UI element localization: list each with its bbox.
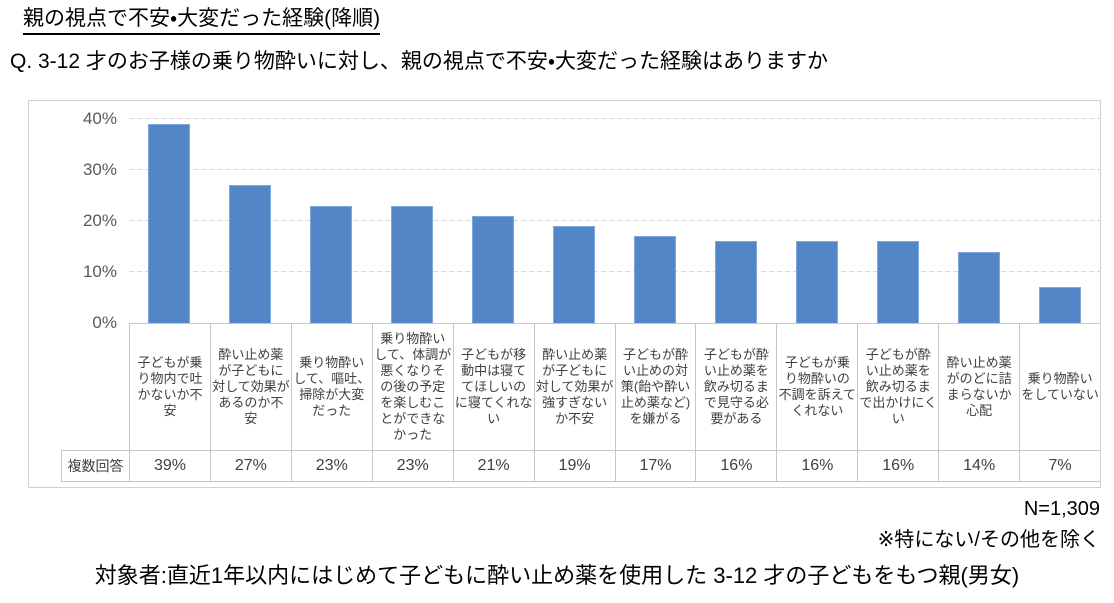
category-label: 酔い止め薬が子どもに対して効果があるのか不安 — [209, 324, 291, 450]
bar-column — [210, 119, 291, 323]
bar-column — [129, 119, 210, 323]
category-label: 子どもが酔い止め薬を飲み切るまで見守る必要がある — [695, 324, 776, 450]
value-row: 複数回答 39% 27% 23% 23% 21% 19% 17% 16% 16% 16% 14% 7% — [61, 450, 1100, 482]
y-axis-tick-label: 30% — [82, 160, 117, 179]
category-label: 子どもが移動中は寝ててほしいのに寝てくれない — [452, 324, 534, 450]
value-cell: 23% — [290, 451, 372, 481]
bar — [633, 236, 676, 323]
category-label: 乗り物酔いして、嘔吐、掃除が大変だった — [290, 324, 372, 450]
y-axis-tick-label: 0% — [92, 313, 117, 332]
y-axis-tick-label: 40% — [82, 109, 117, 128]
category-label: 子どもが酔い止めの対策(飴や酔い止め薬など)を嫌がる — [614, 324, 696, 450]
bar-column — [372, 119, 453, 323]
value-cell: 16% — [695, 451, 776, 481]
gridline — [129, 118, 1100, 119]
bar — [795, 241, 838, 323]
bar — [1038, 287, 1081, 323]
bar — [310, 205, 353, 323]
value-cell: 16% — [776, 451, 857, 481]
bar — [391, 205, 434, 323]
bar — [148, 124, 191, 323]
category-label: 乗り物酔いして、体調が悪くなりその後の予定を楽しむことができなかった — [371, 324, 453, 450]
multiple-answer-header: 複数回答 — [61, 451, 129, 481]
value-cell: 21% — [452, 451, 534, 481]
value-cell: 7% — [1019, 451, 1100, 481]
y-axis-tick-label: 20% — [82, 211, 117, 230]
bar-column — [534, 119, 615, 323]
footnote-block: N=1,309 ※特にない/その他を除く — [878, 494, 1100, 556]
category-label: 子どもが乗り物内で吐かないか不安 — [129, 324, 210, 450]
plot-area — [129, 119, 1100, 323]
bar — [957, 251, 1000, 323]
value-cell: 23% — [371, 451, 453, 481]
value-cell: 16% — [857, 451, 938, 481]
bar-column — [291, 119, 372, 323]
bar-chart: 0% 10% 20% 30% 40% 子どもが乗り物内で吐かないか不安 酔い止め薬が子ども… — [28, 100, 1101, 488]
value-cell: 27% — [209, 451, 291, 481]
survey-question: Q. 3-12 才のお子様の乗り物酔いに対し、親の視点で不安・大変だった経験はあ… — [10, 50, 829, 73]
bar — [876, 241, 919, 323]
category-label: 子どもが酔い止め薬を飲み切るまで出かけにくい — [857, 324, 938, 450]
value-cell: 14% — [938, 451, 1019, 481]
gridline — [129, 220, 1100, 221]
bar-column — [938, 119, 1019, 323]
bar-column — [453, 119, 534, 323]
bar-column — [776, 119, 857, 323]
bar-column — [695, 119, 776, 323]
target-note: 対象者:直近1年以内にはじめて子どもに酔い止め薬を使用した 3-12 才の子ども… — [94, 563, 1020, 588]
category-label: 酔い止め薬がのどに詰まらないか心配 — [938, 324, 1019, 450]
bar — [553, 226, 596, 323]
value-cell: 17% — [614, 451, 696, 481]
category-label: 酔い止め薬が子どもに対して効果が強すぎないか不安 — [533, 324, 615, 450]
value-cell: 19% — [533, 451, 615, 481]
exclusion-note: ※特にない/その他を除く — [877, 529, 1100, 551]
bar-column — [857, 119, 938, 323]
category-label: 乗り物酔いをしていない — [1019, 324, 1100, 450]
bar — [472, 215, 515, 323]
bar-column — [615, 119, 696, 323]
value-cell: 39% — [129, 451, 210, 481]
gridline — [129, 271, 1100, 272]
bar — [714, 241, 757, 323]
bar-column — [1019, 119, 1100, 323]
category-label-row: 子どもが乗り物内で吐かないか不安 酔い止め薬が子どもに対して効果があるのか不安 乗り… — [129, 323, 1100, 450]
gridline — [129, 169, 1100, 170]
category-label: 子どもが乗り物酔いの不調を訴えてくれない — [776, 324, 857, 450]
y-axis-tick-label: 10% — [82, 262, 117, 281]
bar — [229, 185, 272, 323]
sample-size: N=1,309 — [1023, 498, 1100, 520]
page-title: 親の視点で不安・大変だった経験(降順) — [23, 6, 381, 35]
